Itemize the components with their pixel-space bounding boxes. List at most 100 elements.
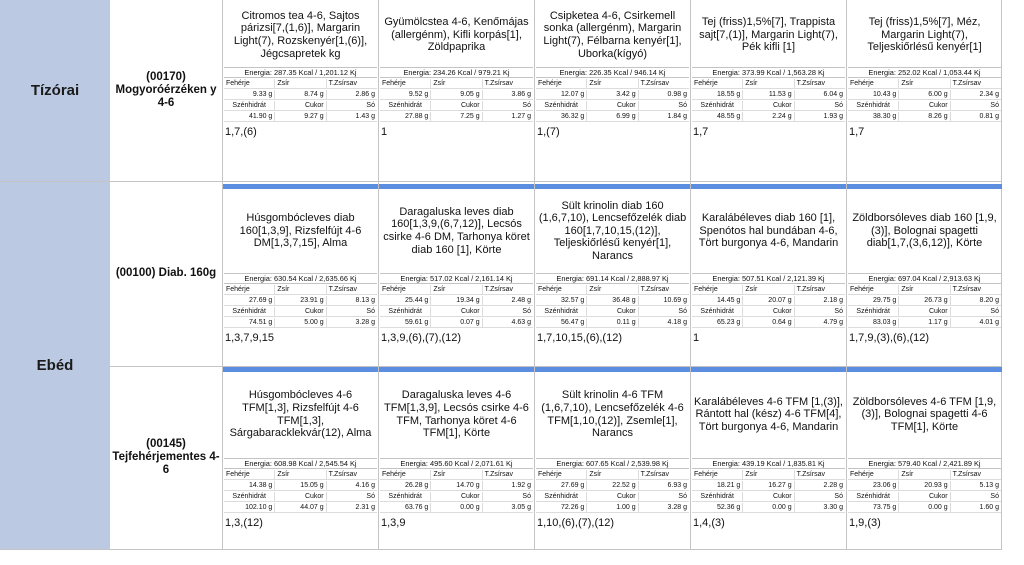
nutrient-labels-row: Szénhidrát Cukor Só bbox=[692, 307, 845, 317]
nutrient-cell: 2.48 g bbox=[511, 297, 531, 304]
nutrient-cell: 9.05 g bbox=[430, 90, 483, 99]
allergen-codes: 1,7 bbox=[693, 126, 709, 138]
nutrient-cell: Szénhidrát bbox=[544, 308, 578, 315]
nutrient-cell: 2.34 g bbox=[979, 91, 999, 98]
nutrient-labels-row: Fehérje Zsír T.Zsírsav bbox=[536, 285, 689, 295]
nutrient-cell: T.Zsírsav bbox=[640, 471, 670, 478]
nutrient-values-row: 27.88 g 7.25 g 1.27 g bbox=[380, 112, 533, 122]
nutrient-values-row: 63.76 g 0.00 g 3.05 g bbox=[380, 503, 533, 513]
meal-description-text: Zöldborsóleves diab 160 [1,9,(3)], Bolog… bbox=[852, 212, 997, 250]
meal-description-text: Húsgombócleves 4-6 TFM[1,3], Rizsfelfújt… bbox=[229, 389, 372, 440]
nutrient-cell: Zsír bbox=[898, 470, 951, 479]
nutrient-labels-row: Szénhidrát Cukor Só bbox=[224, 492, 377, 502]
meal-description-text: Daragaluska leves 4-6 TFM[1,3,9], Lecsós… bbox=[384, 389, 529, 440]
meal-description: Húsgombócleves diab 160[1,3,9], Rizsfelf… bbox=[223, 191, 378, 271]
nutrient-cell: Zsír bbox=[898, 79, 951, 88]
nutrient-values-row: 83.03 g 1.17 g 4.01 g bbox=[848, 318, 1001, 328]
nutrient-cell: T.Zsírsav bbox=[484, 471, 514, 478]
nutrient-cell: 16.27 g bbox=[742, 481, 795, 490]
nutrient-cell: 1.92 g bbox=[511, 482, 531, 489]
meal-label-ebed: Ebéd bbox=[0, 181, 110, 549]
nutrient-cell: 22.52 g bbox=[586, 481, 639, 490]
nutrient-cell: T.Zsírsav bbox=[952, 471, 982, 478]
energy-value: Energia: 252.02 Kcal / 1,053.44 Kj bbox=[848, 67, 1001, 78]
nutrient-cell: 11.53 g bbox=[742, 90, 795, 99]
nutrient-cell: 0.64 g bbox=[742, 318, 795, 327]
nutrient-cell: Cukor bbox=[586, 492, 639, 501]
nutrient-labels-row: Szénhidrát Cukor Só bbox=[536, 492, 689, 502]
nutrient-cell: Szénhidrát bbox=[232, 308, 266, 315]
nutrient-cell: Fehérje bbox=[694, 471, 718, 478]
day-cell: Zöldborsóleves 4-6 TFM [1,9,(3)], Bologn… bbox=[846, 366, 1001, 549]
nutrient-cell: 0.07 g bbox=[430, 318, 483, 327]
nutrient-cell: 27.69 g bbox=[248, 297, 273, 304]
nutrient-values-row: 23.06 g 20.93 g 5.13 g bbox=[848, 481, 1001, 491]
energy-value: Energia: 579.40 Kcal / 2,421.89 Kj bbox=[848, 458, 1001, 469]
day-cell: Tej (friss)1,5%[7], Trappista sajt[7,(1)… bbox=[690, 0, 845, 181]
meal-description-text: Zöldborsóleves 4-6 TFM [1,9,(3)], Bologn… bbox=[852, 395, 997, 433]
meal-description: Sült krinolin diab 160 (1,6,7,10), Lencs… bbox=[535, 191, 690, 271]
energy-value: Energia: 234.26 Kcal / 979.21 Kj bbox=[380, 67, 533, 78]
nutrient-cell: Só bbox=[522, 308, 531, 315]
nutrient-cell: T.Zsírsav bbox=[484, 286, 514, 293]
nutrient-cell: 27.88 g bbox=[404, 113, 429, 120]
nutrient-cell: Fehérje bbox=[382, 471, 406, 478]
nutrient-cell: 10.69 g bbox=[663, 297, 687, 304]
nutrient-cell: 36.32 g bbox=[560, 113, 585, 120]
nutrient-cell: 3.42 g bbox=[586, 90, 639, 99]
group-header-bar bbox=[222, 367, 1002, 372]
nutrient-cell: Fehérje bbox=[850, 80, 874, 87]
nutrient-cell: Cukor bbox=[586, 101, 639, 110]
nutrient-cell: 56.47 g bbox=[560, 319, 585, 326]
allergen-codes: 1 bbox=[381, 126, 388, 138]
meal-description-text: Karalábéleves diab 160 [1], Spenótos hal… bbox=[698, 212, 839, 250]
day-cell: Tej (friss)1,5%[7], Méz, Margarin Light(… bbox=[846, 0, 1001, 181]
diet-label-diab: (00100) Diab. 160g bbox=[115, 267, 217, 279]
table-bottom-border bbox=[0, 549, 1002, 550]
allergen-codes: 1,7,10,15,(6),(12) bbox=[537, 332, 622, 344]
nutrient-values-row: 10.43 g 6.00 g 2.34 g bbox=[848, 90, 1001, 100]
nutrient-cell: 29.75 g bbox=[872, 297, 897, 304]
nutrient-cell: Cukor bbox=[430, 492, 483, 501]
nutrient-cell: T.Zsírsav bbox=[952, 80, 982, 87]
nutrient-labels-row: Szénhidrát Cukor Só bbox=[224, 101, 377, 111]
day-cell: Húsgombócleves diab 160[1,3,9], Rizsfelf… bbox=[222, 181, 377, 366]
nutrient-cell: 3.28 g bbox=[355, 319, 375, 326]
nutrient-cell: 1.00 g bbox=[586, 503, 639, 512]
nutrient-cell: Só bbox=[678, 493, 687, 500]
energy-value: Energia: 517.02 Kcal / 2,161.14 Kj bbox=[380, 273, 533, 284]
meal-description: Daragaluska leves 4-6 TFM[1,3,9], Lecsós… bbox=[379, 373, 534, 456]
nutrient-values-row: 14.45 g 20.07 g 2.18 g bbox=[692, 296, 845, 306]
nutrient-cell: Só bbox=[990, 102, 999, 109]
meal-description: Gyümölcstea 4-6, Kenőmájas (allergénm), … bbox=[379, 4, 534, 66]
nutrient-cell: 63.76 g bbox=[404, 504, 429, 511]
nutrient-cell: 6.00 g bbox=[898, 90, 951, 99]
energy-value: Energia: 607.65 Kcal / 2,539.98 Kj bbox=[536, 458, 689, 469]
nutrient-cell: 44.07 g bbox=[274, 503, 327, 512]
day-cell: Húsgombócleves 4-6 TFM[1,3], Rizsfelfújt… bbox=[222, 366, 377, 549]
nutrient-cell: Cukor bbox=[898, 492, 951, 501]
nutrient-cell: 14.70 g bbox=[430, 481, 483, 490]
energy-value: Energia: 439.19 Kcal / 1,835.81 Kj bbox=[692, 458, 845, 469]
day-cell: Karalábéleves diab 160 [1], Spenótos hal… bbox=[690, 181, 845, 366]
diet-label-mogyoro: (00170) Mogyoróérzéken y 4-6 bbox=[115, 71, 217, 109]
nutrient-values-row: 74.51 g 5.00 g 3.28 g bbox=[224, 318, 377, 328]
nutrient-cell: Szénhidrát bbox=[388, 102, 422, 109]
nutrient-cell: Szénhidrát bbox=[700, 102, 734, 109]
nutrient-labels-row: Fehérje Zsír T.Zsírsav bbox=[536, 470, 689, 480]
nutrient-cell: 102.10 g bbox=[245, 504, 273, 511]
meal-description: Karalábéleves 4-6 TFM [1,(3)], Rántott h… bbox=[691, 373, 846, 456]
nutrient-cell: T.Zsírsav bbox=[952, 286, 982, 293]
nutrient-cell: Fehérje bbox=[850, 286, 874, 293]
meal-description-text: Tej (friss)1,5%[7], Trappista sajt[7,(1)… bbox=[699, 16, 838, 54]
nutrient-cell: 1.84 g bbox=[667, 113, 687, 120]
nutrient-values-row: 32.57 g 36.48 g 10.69 g bbox=[536, 296, 689, 306]
nutrient-cell: 8.20 g bbox=[979, 297, 999, 304]
nutrient-cell: 10.43 g bbox=[872, 91, 897, 98]
nutrient-values-row: 38.30 g 8.26 g 0.81 g bbox=[848, 112, 1001, 122]
group-header-bar bbox=[222, 184, 1002, 189]
nutrient-cell: 0.00 g bbox=[742, 503, 795, 512]
nutrient-cell: 12.07 g bbox=[560, 91, 585, 98]
nutrient-cell: Cukor bbox=[742, 307, 795, 316]
allergen-codes: 1,7,9,(3),(6),(12) bbox=[849, 332, 930, 344]
